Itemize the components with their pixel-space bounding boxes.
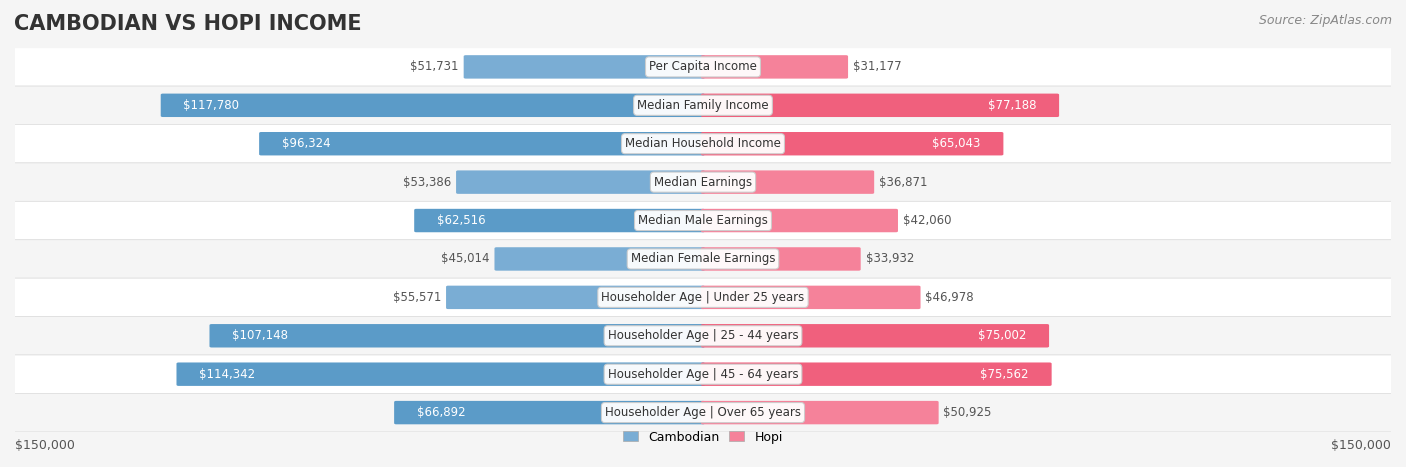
Text: $53,386: $53,386	[404, 176, 451, 189]
FancyBboxPatch shape	[456, 170, 704, 194]
FancyBboxPatch shape	[702, 401, 939, 425]
Text: $96,324: $96,324	[281, 137, 330, 150]
Text: Median Household Income: Median Household Income	[626, 137, 780, 150]
Text: Source: ZipAtlas.com: Source: ZipAtlas.com	[1258, 14, 1392, 27]
Text: $75,562: $75,562	[980, 368, 1029, 381]
FancyBboxPatch shape	[11, 201, 1395, 240]
FancyBboxPatch shape	[11, 393, 1395, 432]
Text: $65,043: $65,043	[932, 137, 981, 150]
Text: $55,571: $55,571	[392, 291, 441, 304]
FancyBboxPatch shape	[702, 93, 1059, 117]
Text: $77,188: $77,188	[988, 99, 1036, 112]
FancyBboxPatch shape	[11, 317, 1395, 355]
FancyBboxPatch shape	[209, 324, 704, 347]
FancyBboxPatch shape	[11, 125, 1395, 163]
FancyBboxPatch shape	[160, 93, 704, 117]
Text: $46,978: $46,978	[925, 291, 974, 304]
Text: $31,177: $31,177	[853, 60, 901, 73]
Text: $150,000: $150,000	[1331, 439, 1391, 453]
FancyBboxPatch shape	[11, 163, 1395, 201]
FancyBboxPatch shape	[702, 286, 921, 309]
FancyBboxPatch shape	[702, 247, 860, 271]
Text: $107,148: $107,148	[232, 329, 288, 342]
Text: Median Family Income: Median Family Income	[637, 99, 769, 112]
Text: $66,892: $66,892	[416, 406, 465, 419]
FancyBboxPatch shape	[702, 132, 1004, 156]
FancyBboxPatch shape	[394, 401, 704, 425]
Text: $42,060: $42,060	[903, 214, 952, 227]
Text: $45,014: $45,014	[441, 253, 489, 265]
FancyBboxPatch shape	[495, 247, 704, 271]
Text: $50,925: $50,925	[943, 406, 991, 419]
Text: Householder Age | Under 25 years: Householder Age | Under 25 years	[602, 291, 804, 304]
FancyBboxPatch shape	[446, 286, 704, 309]
Text: Median Earnings: Median Earnings	[654, 176, 752, 189]
FancyBboxPatch shape	[11, 86, 1395, 125]
Text: $36,871: $36,871	[879, 176, 928, 189]
Legend: Cambodian, Hopi: Cambodian, Hopi	[619, 425, 787, 449]
FancyBboxPatch shape	[177, 362, 704, 386]
Text: $51,731: $51,731	[411, 60, 458, 73]
FancyBboxPatch shape	[11, 278, 1395, 317]
FancyBboxPatch shape	[415, 209, 704, 232]
Text: $62,516: $62,516	[437, 214, 485, 227]
Text: Per Capita Income: Per Capita Income	[650, 60, 756, 73]
FancyBboxPatch shape	[702, 55, 848, 78]
Text: Householder Age | Over 65 years: Householder Age | Over 65 years	[605, 406, 801, 419]
FancyBboxPatch shape	[259, 132, 704, 156]
FancyBboxPatch shape	[11, 240, 1395, 278]
Text: $114,342: $114,342	[200, 368, 256, 381]
FancyBboxPatch shape	[464, 55, 704, 78]
Text: $75,002: $75,002	[979, 329, 1026, 342]
FancyBboxPatch shape	[702, 170, 875, 194]
Text: CAMBODIAN VS HOPI INCOME: CAMBODIAN VS HOPI INCOME	[14, 14, 361, 34]
FancyBboxPatch shape	[11, 48, 1395, 86]
Text: Householder Age | 45 - 64 years: Householder Age | 45 - 64 years	[607, 368, 799, 381]
Text: Median Female Earnings: Median Female Earnings	[631, 253, 775, 265]
Text: $33,932: $33,932	[866, 253, 914, 265]
FancyBboxPatch shape	[702, 362, 1052, 386]
Text: Median Male Earnings: Median Male Earnings	[638, 214, 768, 227]
FancyBboxPatch shape	[11, 355, 1395, 393]
FancyBboxPatch shape	[702, 209, 898, 232]
Text: Householder Age | 25 - 44 years: Householder Age | 25 - 44 years	[607, 329, 799, 342]
Text: $150,000: $150,000	[15, 439, 75, 453]
FancyBboxPatch shape	[702, 324, 1049, 347]
Text: $117,780: $117,780	[183, 99, 239, 112]
